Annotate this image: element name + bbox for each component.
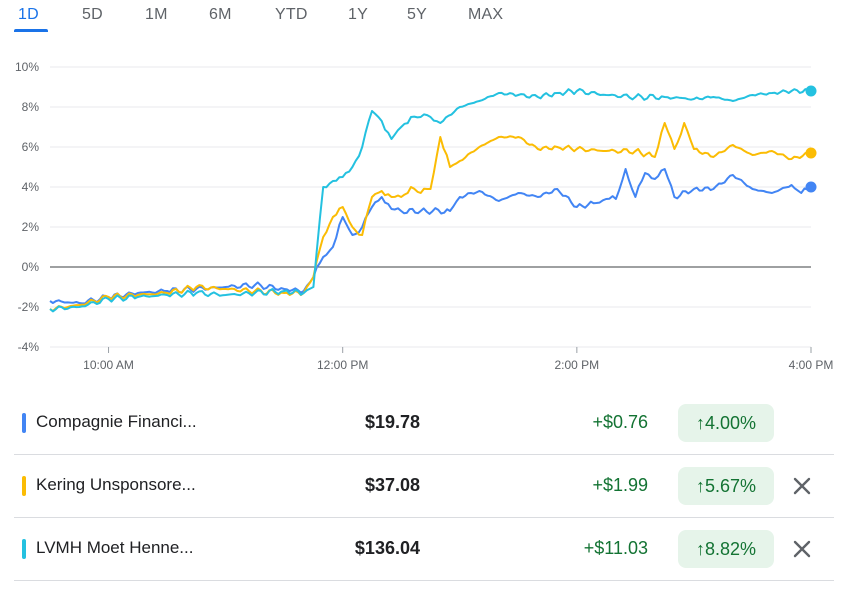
close-icon[interactable] (788, 472, 816, 500)
price-change: +$11.03 (583, 538, 648, 558)
series-color-bar (22, 413, 26, 433)
x-tick-label: 2:00 PM (554, 358, 599, 372)
stock-name: Compagnie Financi... (36, 412, 197, 431)
tab-6m[interactable]: 6M (209, 6, 232, 23)
stock-price: $19.78 (364, 412, 420, 432)
y-tick-label: -2% (18, 300, 40, 314)
series-line-2 (49, 122, 812, 312)
price-change: +$0.76 (592, 412, 648, 432)
series-line-3 (49, 88, 812, 313)
chart-gridlines (50, 66, 811, 348)
x-tick-label: 10:00 AM (83, 358, 134, 372)
list-item[interactable]: LVMH Moet Henne... $136.04 +$11.03 ↑8.82… (14, 518, 834, 581)
y-tick-label: 0% (22, 260, 40, 274)
y-tick-label: 10% (15, 60, 39, 74)
tab-1y[interactable]: 1Y (348, 6, 368, 23)
list-item[interactable]: Kering Unsponsore... $37.08 +$1.99 ↑5.67… (14, 455, 834, 518)
percent-change-badge: ↑8.82% (678, 530, 774, 568)
percent-change: 8.82% (704, 539, 757, 559)
series-color-bar (22, 539, 26, 559)
series-endpoint-1 (805, 181, 817, 193)
percent-change: 4.00% (704, 413, 757, 433)
y-tick-label: 4% (22, 180, 40, 194)
arrow-up-icon: ↑ (695, 413, 705, 433)
arrow-up-icon: ↑ (695, 539, 705, 559)
tab-1m[interactable]: 1M (145, 6, 168, 23)
price-chart[interactable]: 10% 8% 6% 4% 2% 0% -2% -4% 10:00 AM 12:00 PM 2:00… (0, 40, 849, 385)
x-tick-label: 12:00 PM (317, 358, 368, 372)
percent-change-badge: ↑5.67% (678, 467, 774, 505)
price-change: +$1.99 (592, 475, 648, 495)
x-tick-label: 4:00 PM (789, 358, 834, 372)
comparison-list: Compagnie Financi... $19.78 +$0.76 ↑4.00… (14, 392, 834, 581)
stock-price: $136.04 (354, 538, 420, 558)
chart-series-lines (49, 88, 812, 313)
tab-ytd[interactable]: YTD (275, 6, 308, 23)
stock-name: Kering Unsponsore... (36, 475, 196, 494)
y-tick-label: 6% (22, 140, 40, 154)
tab-5y[interactable]: 5Y (407, 6, 427, 23)
series-color-bar (22, 476, 26, 496)
active-tab-indicator (14, 29, 48, 32)
tab-1d[interactable]: 1D (18, 6, 39, 23)
tab-5d[interactable]: 5D (82, 6, 103, 23)
x-axis-ticks: 10:00 AM 12:00 PM 2:00 PM 4:00 PM (83, 347, 833, 372)
y-tick-label: -4% (18, 340, 40, 354)
tab-max[interactable]: MAX (468, 6, 504, 23)
range-tabs: 1D 5D 1M 6M YTD 1Y 5Y MAX (0, 0, 849, 34)
arrow-up-icon: ↑ (695, 476, 705, 496)
series-endpoint-2 (805, 147, 817, 159)
stock-price: $37.08 (364, 475, 420, 495)
close-icon[interactable] (788, 535, 816, 563)
y-tick-label: 8% (22, 100, 40, 114)
series-endpoint-3 (805, 85, 817, 97)
y-tick-label: 2% (22, 220, 40, 234)
percent-change: 5.67% (704, 476, 757, 496)
percent-change-badge: ↑4.00% (678, 404, 774, 442)
stock-name: LVMH Moet Henne... (36, 538, 194, 557)
list-item[interactable]: Compagnie Financi... $19.78 +$0.76 ↑4.00… (14, 392, 834, 455)
y-axis-ticks: 10% 8% 6% 4% 2% 0% -2% -4% (15, 60, 39, 354)
chart-series-endpoints (805, 85, 817, 193)
